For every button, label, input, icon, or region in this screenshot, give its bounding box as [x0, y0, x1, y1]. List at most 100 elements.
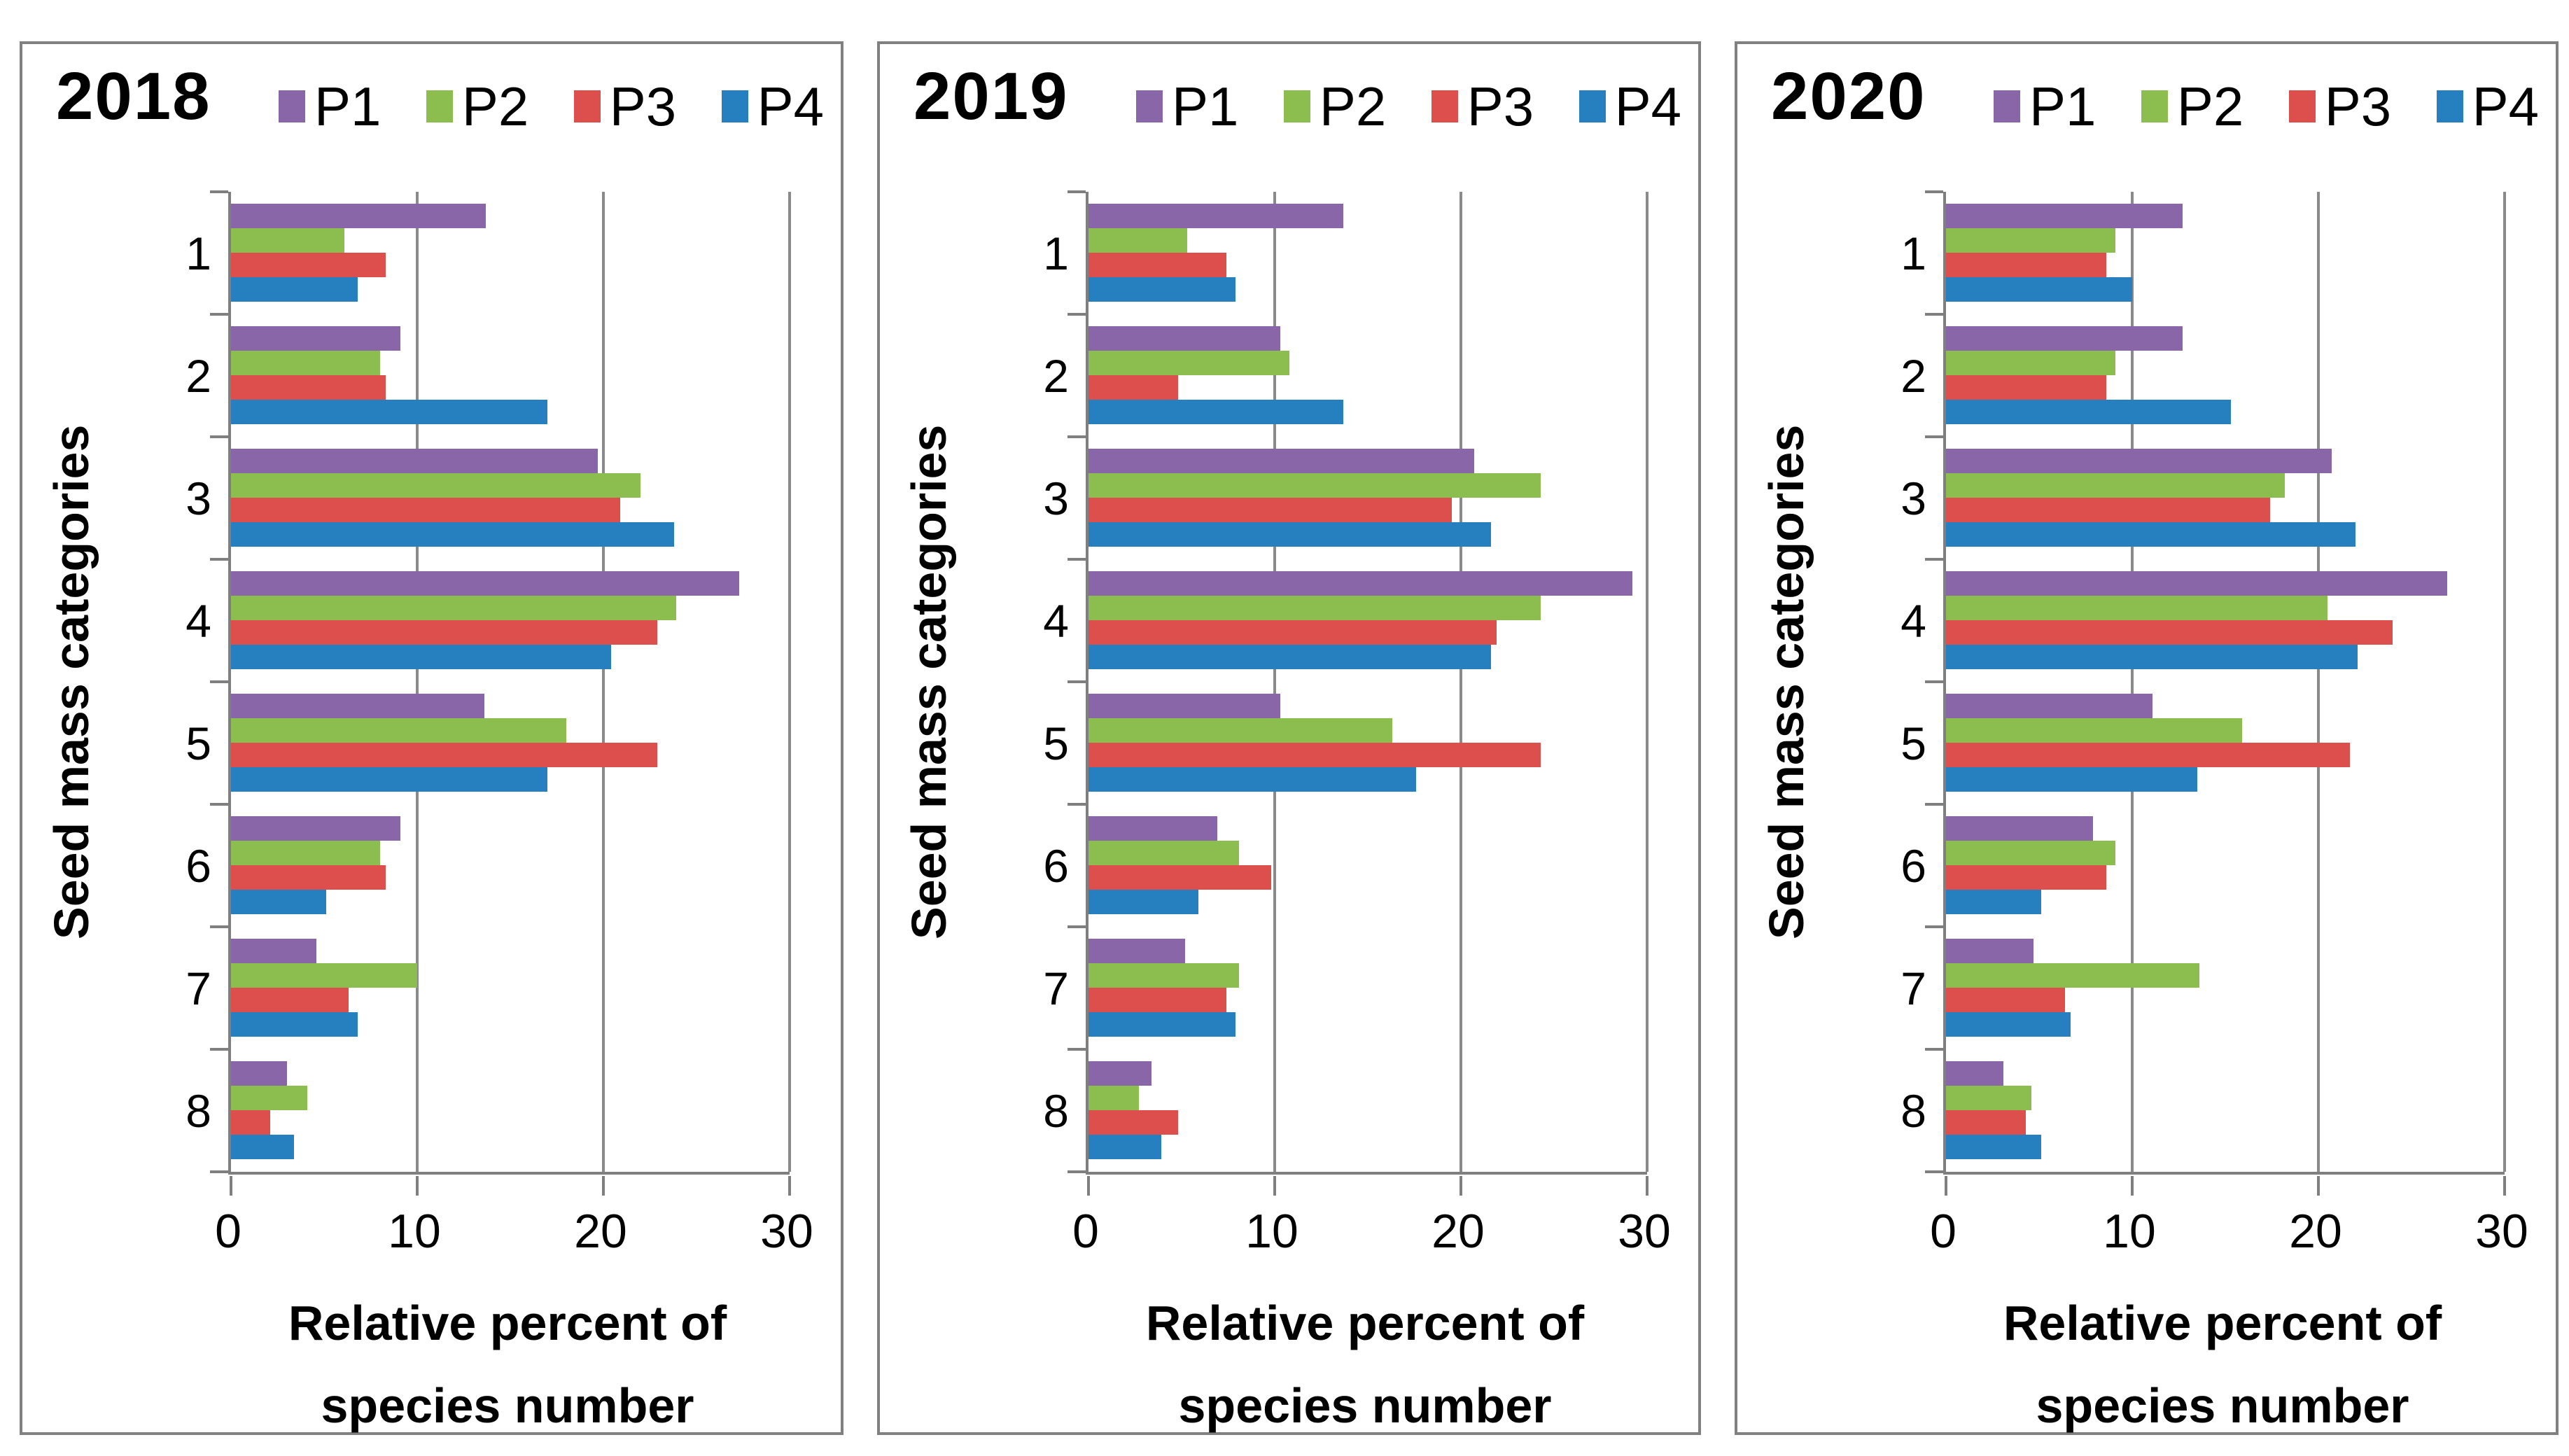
y-axis-label-4: 4 [186, 594, 211, 647]
chart-title-2020: 2020 [1771, 59, 1926, 134]
category-row-7 [1088, 927, 1647, 1049]
legend: P1 P2 P3 P4 [1994, 68, 2539, 145]
x-axis-tick-0 [1087, 1176, 1090, 1196]
y-axis-label-2: 2 [1043, 349, 1069, 402]
x-axis-label-10: 10 [388, 1205, 441, 1258]
bar-p3-cat6 [231, 865, 386, 890]
legend-swatch-p2 [1283, 90, 1310, 122]
y-axis-tick [1925, 435, 1943, 438]
bar-p3-cat5 [231, 743, 658, 767]
bar-p1-cat5 [1088, 694, 1280, 718]
bar-p2-cat2 [231, 351, 380, 375]
y-axis-tick [210, 190, 228, 193]
x-axis-labels: 0 10 20 30 [1930, 1208, 2528, 1264]
bar-p3-cat1 [1088, 253, 1226, 277]
y-axis-label-3: 3 [186, 472, 211, 524]
bar-p3-cat3 [1946, 498, 2270, 522]
legend-swatch-p1 [1136, 90, 1163, 122]
gridline-x-20 [1459, 192, 1462, 1172]
y-axis-label-4: 4 [1043, 594, 1069, 647]
bar-p2-cat2 [1088, 351, 1290, 375]
bar-p1-cat1 [1088, 204, 1344, 228]
y-axis-tick [1068, 313, 1086, 316]
bar-p1-cat2 [1088, 326, 1280, 351]
bar-p3-cat2 [231, 375, 386, 400]
bar-p3-cat2 [1088, 375, 1178, 400]
x-axis-label-30: 30 [1618, 1205, 1671, 1258]
y-axis-label-1: 1 [1900, 227, 1926, 279]
y-axis-tick [1068, 1048, 1086, 1051]
legend-item-p2: P2 [2141, 79, 2244, 134]
bar-p4-cat5 [231, 767, 548, 792]
x-axis-tick-20 [2316, 1176, 2320, 1196]
bar-p1-cat4 [231, 571, 740, 596]
bar-p4-cat5 [1946, 767, 2198, 792]
bar-p2-cat4 [231, 596, 676, 620]
category-row-7 [231, 927, 790, 1049]
y-axis-title: Seed mass categories [44, 424, 99, 939]
bar-p4-cat6 [231, 890, 326, 914]
y-axis-labels: 1 2 3 4 5 6 7 8 [1849, 192, 1926, 1172]
legend: P1 P2 P3 P4 [279, 68, 824, 145]
bar-p3-cat8 [1946, 1110, 2026, 1135]
bar-p4-cat8 [231, 1135, 295, 1159]
bar-p1-cat4 [1946, 571, 2447, 596]
legend-label: P4 [2472, 76, 2539, 137]
bar-p2-cat5 [1088, 718, 1392, 743]
y-axis-tick [210, 313, 228, 316]
bar-p2-cat7 [1088, 963, 1240, 988]
y-axis-label-5: 5 [1043, 717, 1069, 769]
category-row-2 [1088, 314, 1647, 437]
legend-swatch-p2 [2141, 90, 2168, 122]
category-row-4 [1088, 559, 1647, 682]
category-row-6 [1946, 804, 2505, 927]
y-axis-label-2: 2 [186, 349, 211, 402]
legend-label: P3 [609, 76, 677, 137]
legend-item-p3: P3 [2288, 76, 2392, 137]
x-axis-label-20: 20 [1432, 1205, 1485, 1258]
bar-p2-cat8 [1946, 1086, 2032, 1110]
bar-p3-cat6 [1946, 865, 2106, 890]
bar-p3-cat5 [1946, 743, 2351, 767]
bar-p2-cat8 [1088, 1086, 1139, 1110]
x-axis-tick-30 [2503, 1176, 2506, 1196]
x-axis-label-0: 0 [215, 1205, 241, 1258]
bar-p1-cat8 [231, 1061, 287, 1086]
plot-area [1925, 190, 2506, 1196]
y-axis-tick [1925, 680, 1943, 683]
x-axis-title-line1: Relative percent of [288, 1296, 727, 1350]
bar-p3-cat4 [1946, 620, 2393, 645]
bar-p4-cat2 [231, 400, 548, 424]
y-axis-tick [210, 803, 228, 806]
bar-p4-cat4 [1946, 645, 2358, 669]
bar-p1-cat3 [1946, 449, 2332, 473]
bar-p1-cat5 [1946, 694, 2153, 718]
bar-p2-cat6 [1946, 841, 2116, 865]
bar-p3-cat7 [1088, 988, 1226, 1012]
bar-p1-cat2 [231, 326, 401, 351]
x-axis-label-10: 10 [1245, 1205, 1298, 1258]
bar-p1-cat4 [1088, 571, 1632, 596]
x-axis-title: Relative percent of species number [1030, 1282, 1700, 1447]
legend-item-p3: P3 [1431, 79, 1534, 134]
y-axis-label-6: 6 [1900, 839, 1926, 892]
gridline-x-30 [2503, 192, 2506, 1172]
x-axis-title: Relative percent of species number [172, 1282, 843, 1447]
legend-item-p1: P1 [279, 79, 381, 134]
category-row-1 [231, 192, 790, 314]
bar-p3-cat1 [1946, 253, 2106, 277]
x-axis-tick-30 [1646, 1176, 1648, 1196]
x-axis-title-line2: species number [2036, 1378, 2409, 1433]
gridline-x-30 [1646, 192, 1648, 1172]
x-axis-labels: 0 10 20 30 [215, 1205, 813, 1264]
bar-p2-cat4 [1088, 596, 1541, 620]
legend-label: P3 [2324, 76, 2392, 137]
x-axis-label-0: 0 [1072, 1205, 1099, 1258]
legend: P1 P2 P3 P4 [1136, 68, 1681, 145]
legend-item-p1: P1 [1994, 79, 2096, 134]
bar-p1-cat7 [1946, 939, 2034, 963]
bar-p1-cat1 [1946, 204, 2183, 228]
y-axis-tick [210, 680, 228, 683]
x-axis-tick-10 [1273, 1176, 1276, 1196]
bar-p2-cat6 [1088, 841, 1240, 865]
